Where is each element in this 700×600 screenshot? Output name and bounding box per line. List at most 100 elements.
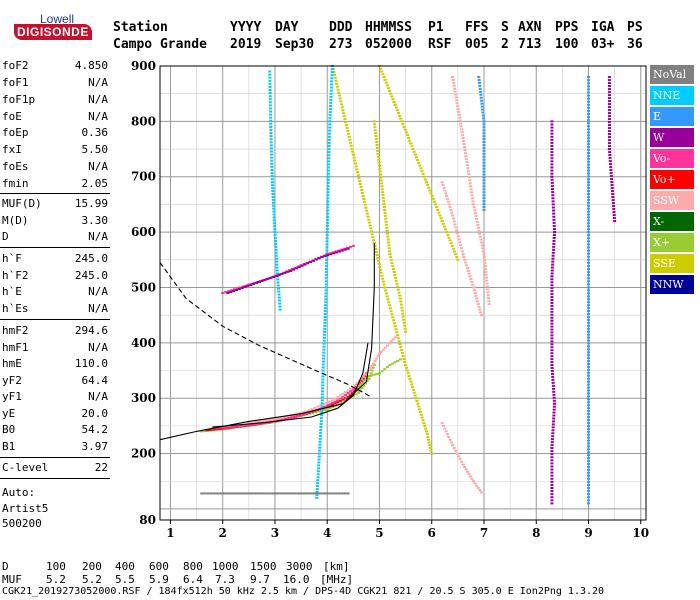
trace-mark [458,241,462,244]
trace-mark [470,191,474,194]
trace-mark [425,430,429,433]
trace-mark [608,160,612,163]
trace-mark [328,123,332,126]
trace-mark [477,76,481,79]
trace-mark [409,142,413,145]
trace-mark [551,372,555,375]
trace-mark [607,121,611,124]
trace-mark [482,120,486,123]
trace-mark [373,126,377,129]
trace-mark [453,223,457,226]
trace-mark [274,248,278,251]
trace-mark [448,206,452,209]
trace-mark [240,286,244,289]
trace-mark [389,340,393,343]
trace-mark [258,492,262,495]
trace-mark [370,369,374,372]
trace-mark [587,128,591,131]
trace-mark [362,197,366,200]
footer-d-value: 400 [115,560,135,573]
trace-mark [551,435,555,438]
trace-mark [386,235,390,238]
trace-mark [326,172,330,175]
trace-mark [587,163,591,166]
trace-mark [208,428,212,431]
trace-mark [382,200,386,203]
trace-mark [235,287,239,290]
trace-mark [325,401,329,404]
trace-mark [457,113,461,116]
trace-mark [484,273,488,276]
trace-mark [452,220,456,223]
hdr-label-p1: P1 [428,20,444,35]
trace-mark [550,148,554,151]
trace-mark [324,271,328,274]
trace-mark [429,449,433,452]
trace-mark [334,79,338,82]
trace-mark [371,366,375,369]
trace-mark [402,125,406,128]
trace-mark [268,70,272,73]
trace-mark [336,399,340,402]
trace-mark [465,264,469,267]
trace-mark [406,372,410,375]
trace-mark [401,123,405,126]
trace-mark [550,483,554,486]
trace-mark [401,315,405,318]
trace-mark [269,276,273,279]
trace-mark [550,304,554,307]
trace-mark [365,209,369,212]
trace-mark [314,258,318,261]
trace-mark [294,267,298,270]
trace-mark [471,283,475,286]
param-row: foEp 0.36 [2,126,108,139]
trace-mark [476,486,480,489]
trace-mark [587,313,591,316]
trace-mark [552,234,556,237]
trace-mark [253,492,257,495]
trace-mark [234,288,238,291]
trace-mark [275,257,279,260]
trace-mark [275,269,279,272]
trace-mark [296,492,300,495]
trace-mark [587,451,591,454]
trace-mark [241,285,245,288]
trace-mark [325,404,329,407]
trace-mark [459,122,463,125]
trace-mark [481,250,485,253]
trace-mark [587,178,591,181]
trace-mark [454,93,458,96]
trace-mark [446,200,450,203]
trace-mark [269,150,273,153]
hdr-value-ps: 36 [627,37,643,52]
trace-mark [355,168,359,171]
trace-mark [613,220,617,223]
trace-mark [267,419,271,422]
trace-mark [273,225,277,228]
trace-mark [450,211,454,214]
trace-mark [326,194,330,197]
trace-mark [551,254,555,257]
trace-mark [468,179,472,182]
trace-mark [415,399,419,402]
trace-mark [409,380,413,383]
trace-mark [349,390,353,393]
param-row: fxI 5.50 [2,143,108,156]
trace-mark [326,254,330,257]
trace-mark [377,352,381,355]
trace-mark [253,421,257,424]
trace-mark [317,464,321,467]
trace-mark [587,304,591,307]
trace-mark [383,208,387,211]
trace-mark [587,160,591,163]
trace-mark [270,175,274,178]
param-row: yF1 N/A [2,390,108,403]
trace-mark [233,425,237,428]
trace-mark [454,96,458,99]
trace-mark [550,141,554,144]
trace-mark [398,114,402,117]
trace-mark [305,412,309,415]
trace-mark [361,194,365,197]
trace-mark [551,191,555,194]
trace-mark [278,305,282,308]
